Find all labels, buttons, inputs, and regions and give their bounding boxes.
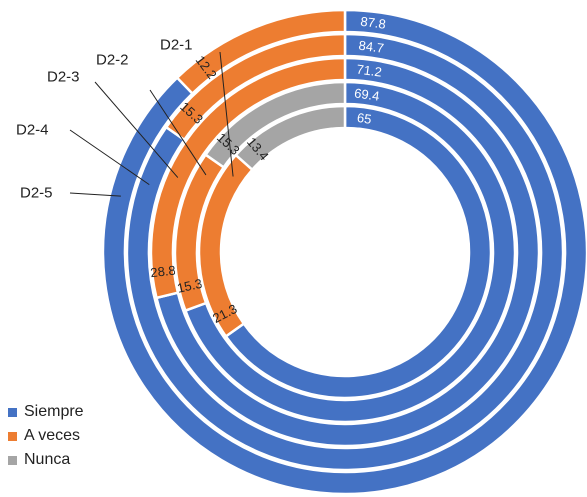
legend-label-nunca: Nunca [24,451,71,468]
legend-label-a-veces: A veces [24,427,81,444]
leader-line-d2-2 [149,89,207,176]
data-label-d2-5-siempre: 87.8 [360,14,387,32]
data-label-d2-3-siempre: 71.2 [356,61,383,79]
legend-item-a-veces: A veces [8,424,84,448]
leader-line-d2-1 [219,51,234,177]
legend-item-nunca: Nunca [8,448,84,472]
ring-label-d2-2: D2-2 [96,52,129,69]
ring-d2-2-segment-siempre [183,80,517,424]
legend-swatch-a-veces [8,431,17,441]
ring-d2-2-segment-nunca [203,80,347,170]
ring-d2-4-segment-siempre [125,32,565,472]
leader-line-d2-3 [94,81,179,178]
legend-label-siempre: Siempre [24,403,84,420]
data-label-d2-4-siempre: 84.7 [358,38,385,56]
legend-swatch-siempre [8,407,17,417]
data-label-d2-2-siempre: 69.4 [353,85,380,103]
data-label-d2-2-a-veces: 15.3 [176,276,204,296]
ring-label-d2-4: D2-4 [16,122,49,139]
ring-d2-5-segment-siempre [101,8,587,496]
data-label-d2-1-siempre: 65 [356,110,372,127]
chart-legend: Siempre A veces Nunca [8,400,84,472]
ring-label-d2-1: D2-1 [160,37,193,54]
legend-swatch-nunca [8,455,17,465]
leader-line-d2-5 [69,192,121,197]
ring-label-d2-5: D2-5 [20,185,53,202]
ring-d2-5-segment-a-veces [175,8,347,96]
leader-line-d2-4 [69,129,150,186]
legend-item-siempre: Siempre [8,400,84,424]
ring-d2-4-segment-a-veces [164,32,347,142]
ring-d2-1-segment-nunca [234,104,347,172]
ring-d2-1-segment-siempre [224,104,493,400]
ring-d2-3-segment-a-veces [149,56,347,300]
ring-label-d2-3: D2-3 [47,69,80,86]
data-label-d2-3-a-veces: 28.8 [150,263,177,281]
